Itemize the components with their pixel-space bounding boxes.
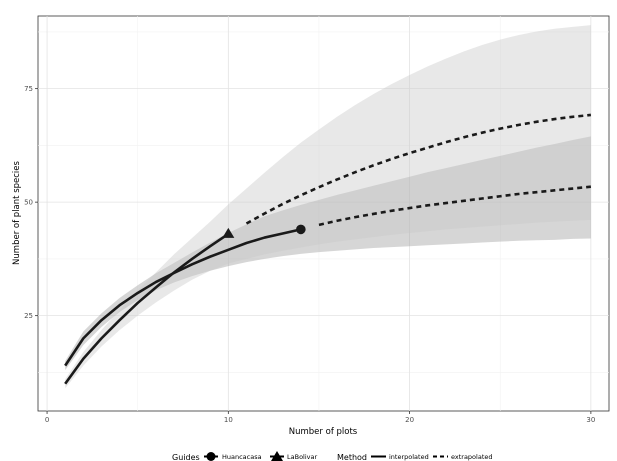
legend-method-title: Method	[337, 453, 367, 461]
x-tick-label: 10	[224, 416, 233, 424]
legend-key-labolivar	[270, 451, 284, 461]
legend: Guides Huancacasa LaBolivar Method inter…	[172, 451, 493, 461]
axis-ticks: 0 10 20 30 25 50 75	[24, 85, 595, 424]
ci-ribbon-huancacasa	[65, 136, 591, 371]
panel-border	[37, 15, 610, 412]
grid	[38, 16, 609, 411]
x-tick-label: 20	[405, 416, 414, 424]
confidence-ribbons	[65, 25, 591, 389]
legend-label-interpolated: interpolated	[389, 453, 429, 461]
x-axis-title: Number of plots	[289, 427, 358, 437]
circle-shape-icon	[206, 452, 216, 461]
extrapolated-line-huancacasa	[318, 185, 591, 227]
observed-points	[222, 224, 306, 238]
y-tick-label: 25	[24, 312, 33, 320]
x-tick-label: 30	[586, 416, 595, 424]
extrapolated-line-labolivar	[245, 113, 591, 225]
interpolated-line-huancacasa	[64, 228, 302, 367]
legend-label-extrapolated: extrapolated	[451, 453, 493, 461]
y-tick-label: 75	[24, 85, 33, 93]
observed-point-huancacasa	[296, 224, 306, 235]
legend-label-labolivar: LaBolivar	[287, 453, 317, 461]
legend-key-huancacasa	[204, 452, 218, 461]
legend-guides-title: Guides	[172, 453, 200, 461]
x-tick-label: 0	[45, 416, 49, 424]
series-lines	[64, 113, 591, 385]
y-axis-title: Number of plant species	[12, 160, 22, 264]
legend-label-huancacasa: Huancacasa	[222, 453, 262, 461]
ci-ribbon-labolivar	[65, 25, 591, 389]
triangle-shape-icon	[271, 451, 283, 461]
observed-point-labolivar	[222, 227, 235, 238]
interpolated-line-labolivar	[64, 232, 230, 385]
y-tick-label: 50	[24, 199, 33, 207]
